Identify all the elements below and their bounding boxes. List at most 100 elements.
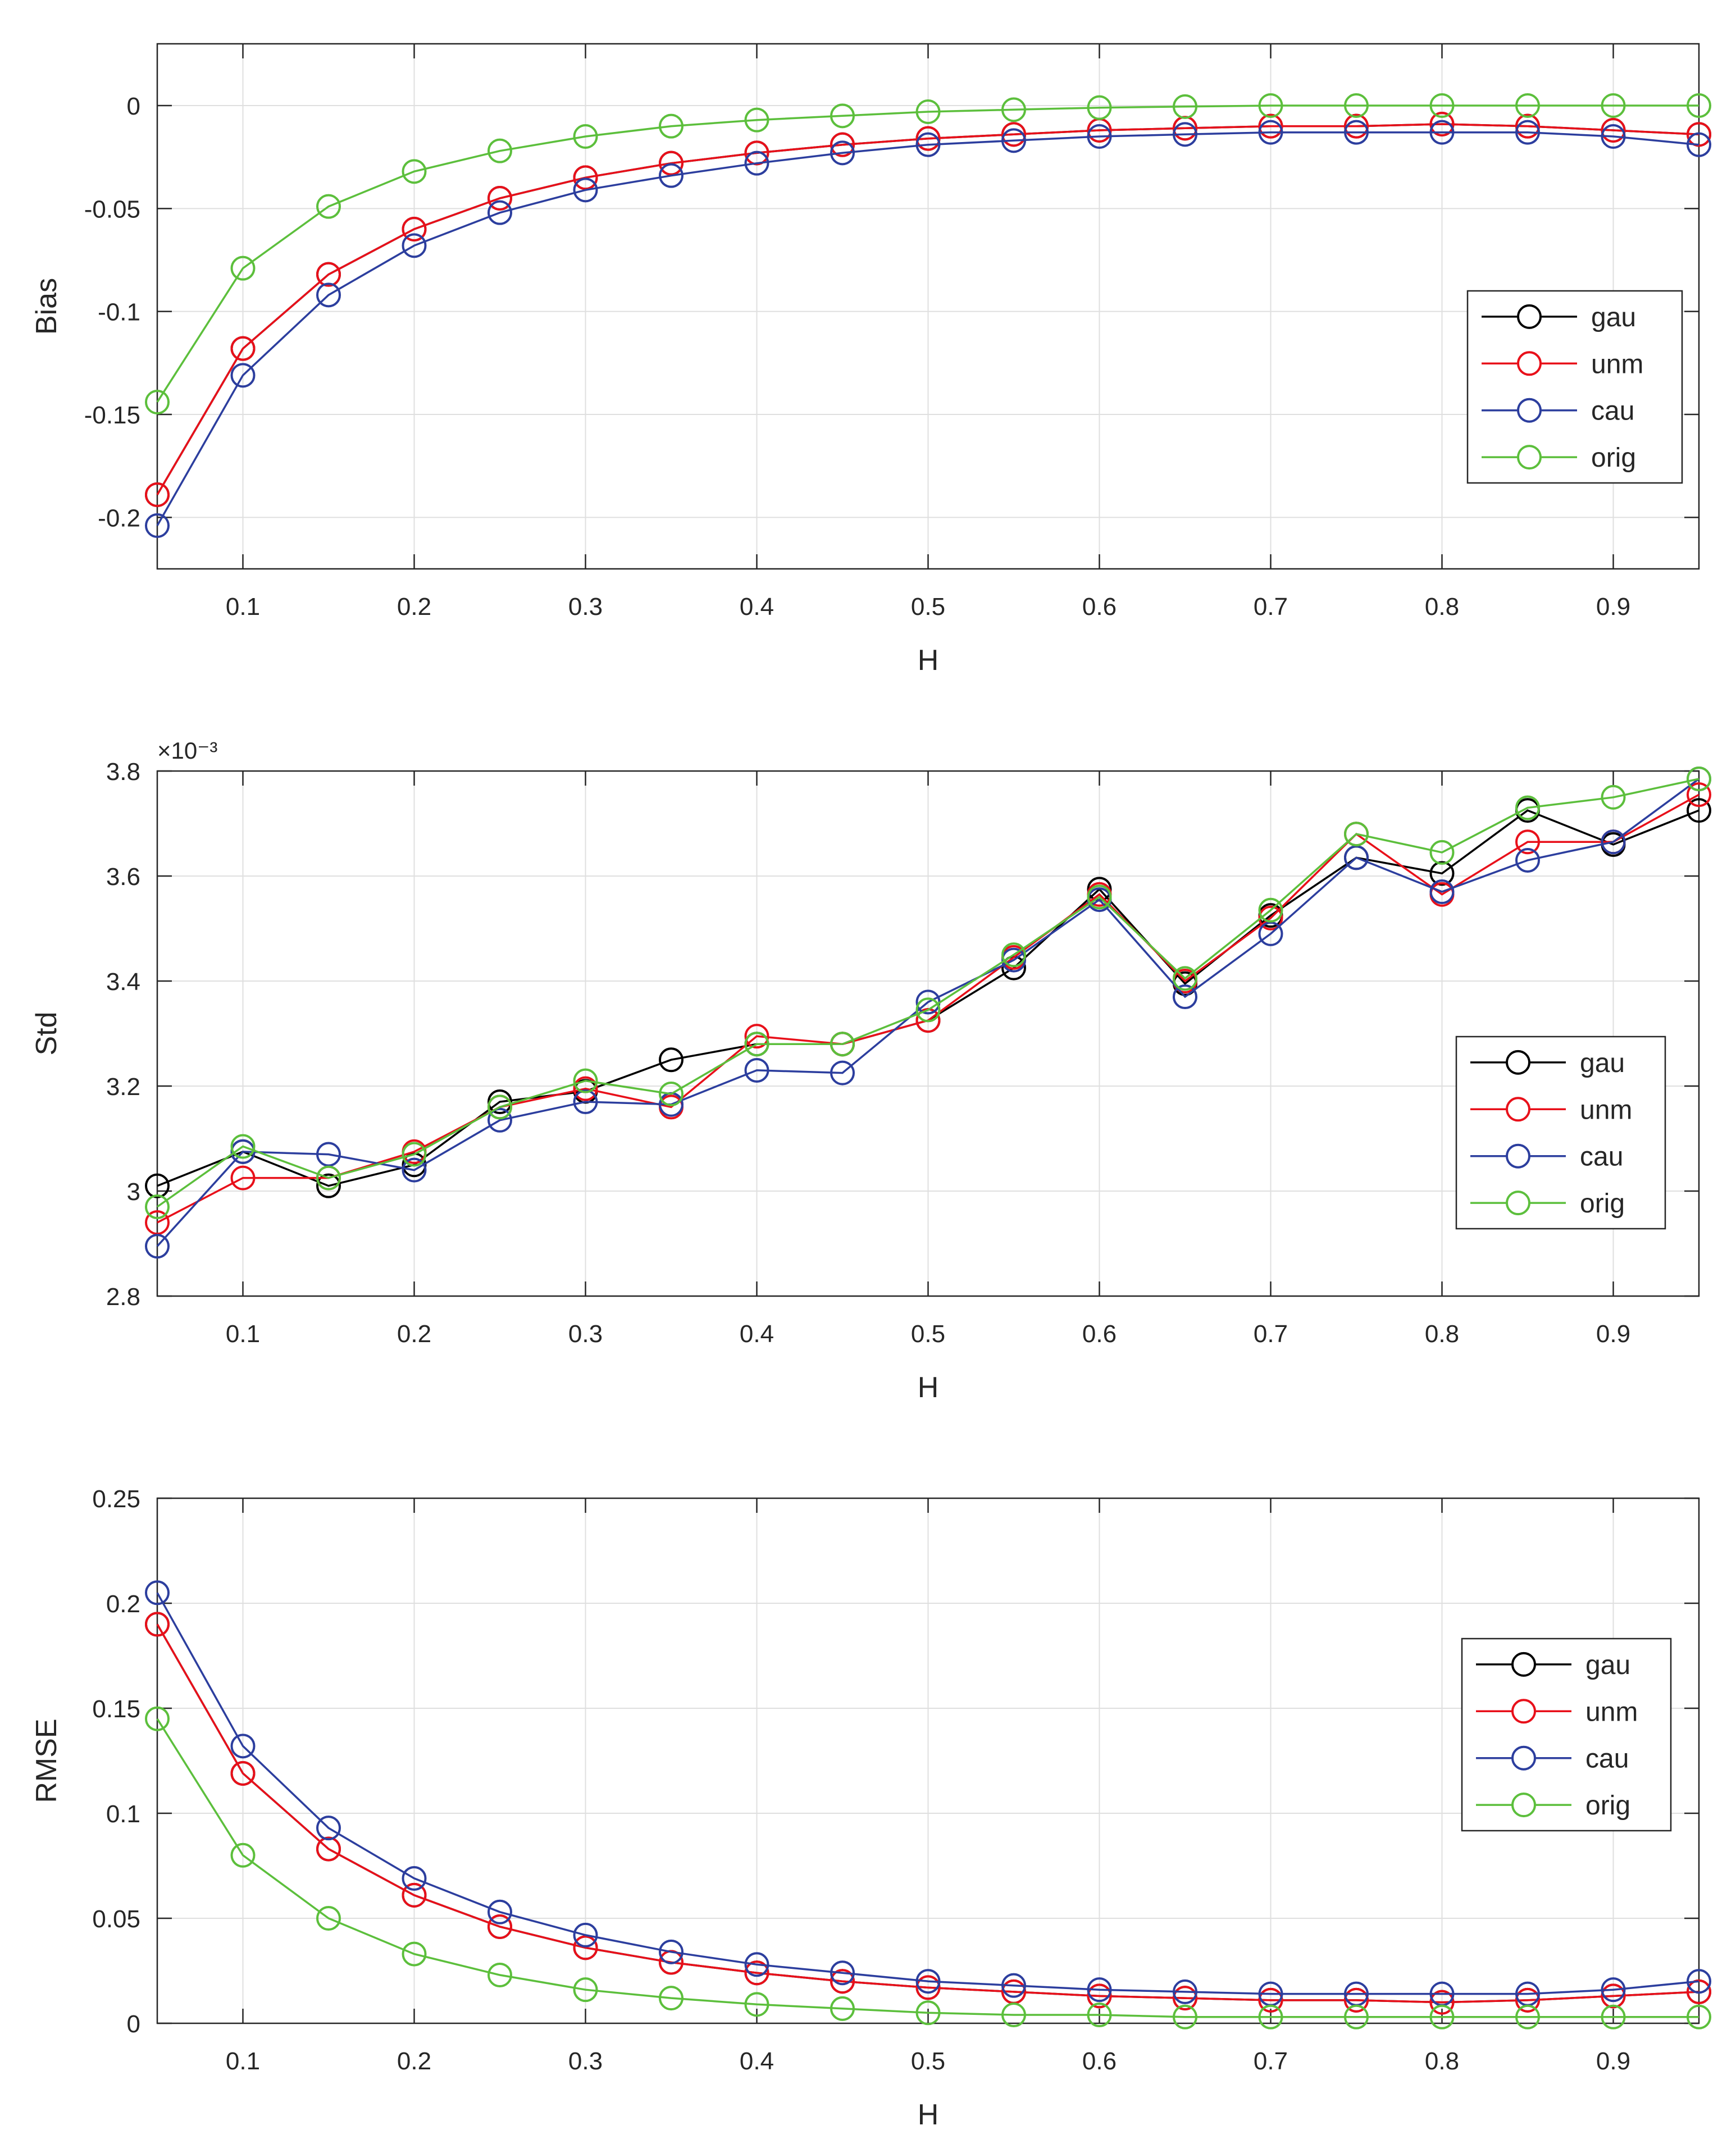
data-point-unm <box>573 1935 598 1960</box>
data-point-cau <box>573 1922 598 1947</box>
data-point-cau <box>402 233 427 258</box>
x-tick-label: 0.2 <box>397 2047 431 2075</box>
x-tick-label: 0.2 <box>397 593 431 621</box>
data-point-orig <box>1687 2004 1711 2029</box>
data-point-orig <box>915 997 941 1023</box>
x-tick-label: 0.8 <box>1425 593 1459 621</box>
data-point-unm <box>1344 113 1369 139</box>
legend: gau unm cau orig <box>1466 290 1683 484</box>
data-point-cau <box>402 1157 427 1183</box>
y-tick-label: -0.15 <box>84 402 140 429</box>
data-point-unm <box>1687 782 1711 808</box>
data-point-orig <box>830 1996 855 2021</box>
data-point-orig <box>659 113 684 139</box>
legend-box <box>1466 290 1683 484</box>
data-point-unm <box>659 150 684 176</box>
data-point-orig <box>1515 795 1540 820</box>
data-point-orig <box>1601 785 1626 810</box>
x-axis-label: H <box>918 644 939 677</box>
data-point-orig <box>487 138 512 163</box>
data-point-cau <box>1258 120 1283 145</box>
data-point-orig <box>1173 2004 1197 2029</box>
y-tick-label: 0 <box>127 2010 140 2038</box>
data-point-unm <box>1258 113 1283 139</box>
series-group <box>145 93 1711 538</box>
data-point-cau <box>1687 132 1711 157</box>
legend-label-orig: orig <box>1580 1189 1625 1219</box>
data-point-gau <box>487 1089 512 1115</box>
legend-box <box>1455 1036 1666 1230</box>
data-point-cau <box>145 1580 170 1606</box>
data-point-unm <box>145 1612 170 1637</box>
data-point-orig <box>573 124 598 149</box>
legend-label-cau: cau <box>1591 396 1634 426</box>
y-tick-label: 0.05 <box>92 1905 140 1933</box>
data-point-cau <box>830 1960 855 1986</box>
legend-label-unm: unm <box>1585 1697 1638 1727</box>
y-tick-label: 3 <box>127 1178 140 1206</box>
data-point-gau <box>1687 798 1711 823</box>
legend-marker-orig <box>1506 1191 1530 1216</box>
data-point-unm <box>1515 1987 1540 2013</box>
data-point-cau <box>487 200 512 225</box>
data-point-orig <box>1087 884 1112 910</box>
data-point-cau <box>1173 122 1197 147</box>
data-point-cau <box>145 513 170 538</box>
legend-marker-unm <box>1506 1097 1530 1122</box>
data-point-unm <box>1344 1987 1369 2013</box>
y-exponent-label: ×10⁻³ <box>157 737 217 764</box>
y-tick-label: 0.1 <box>106 1800 140 1828</box>
x-tick-label: 0.6 <box>1082 593 1117 621</box>
data-point-orig <box>1429 840 1455 865</box>
data-point-cau <box>830 1060 855 1085</box>
series-group <box>145 767 1711 1259</box>
y-tick-label: 2.8 <box>106 1283 140 1311</box>
data-point-unm <box>915 126 941 151</box>
x-axis-label: H <box>918 1371 939 1404</box>
data-point-orig <box>1258 897 1283 923</box>
legend-marker-cau <box>1511 1745 1536 1771</box>
series-line-unm <box>156 1623 1699 2004</box>
x-tick-label: 0.8 <box>1425 2047 1459 2075</box>
y-tick-label: 3.6 <box>106 863 140 891</box>
x-tick-label: 0.8 <box>1425 1320 1459 1348</box>
data-point-cau <box>1001 1973 1026 1998</box>
data-point-cau <box>316 1142 341 1167</box>
data-point-cau <box>1344 120 1369 145</box>
x-tick-label: 0.1 <box>226 2047 260 2075</box>
x-tick-label: 0.3 <box>568 1320 603 1348</box>
legend-label-gau: gau <box>1580 1048 1625 1078</box>
data-point-orig <box>1258 2004 1283 2029</box>
y-axis-label: Bias <box>30 278 63 335</box>
y-tick-label: 0.2 <box>106 1590 140 1618</box>
x-tick-label: 0.1 <box>226 1320 260 1348</box>
x-axis-label: H <box>918 2099 939 2130</box>
y-tick-label: 0 <box>127 93 140 120</box>
data-point-orig <box>1001 2003 1026 2028</box>
legend-marker-gau <box>1517 304 1542 329</box>
x-tick-label: 0.2 <box>397 1320 431 1348</box>
legend-label-orig: orig <box>1591 443 1636 473</box>
data-point-orig <box>915 2000 941 2026</box>
data-point-unm <box>744 1024 769 1049</box>
data-point-cau <box>573 177 598 203</box>
x-tick-label: 0.7 <box>1254 593 1288 621</box>
x-tick-label: 0.4 <box>740 2047 774 2075</box>
data-point-cau <box>744 1057 769 1083</box>
data-point-cau <box>316 282 341 308</box>
y-tick-label: -0.05 <box>84 195 140 223</box>
data-point-unm <box>487 1914 512 1939</box>
data-point-orig <box>744 107 769 133</box>
series-group <box>145 1580 1711 2029</box>
data-point-orig <box>659 1986 684 2011</box>
panel-1: 0.1 0.2 0.3 0.4 0.5 0.6 0.7 0.8 0.9 0 -0.05 -0.1 -0.… <box>30 43 1711 677</box>
data-point-orig <box>830 1032 855 1057</box>
data-point-cau <box>744 1952 769 1977</box>
data-point-unm <box>145 482 170 507</box>
data-point-orig <box>1001 97 1026 122</box>
data-point-unm <box>1429 1990 1455 2015</box>
data-point-unm <box>230 1165 256 1191</box>
data-point-unm <box>1258 1987 1283 2013</box>
data-point-cau <box>1344 845 1369 870</box>
